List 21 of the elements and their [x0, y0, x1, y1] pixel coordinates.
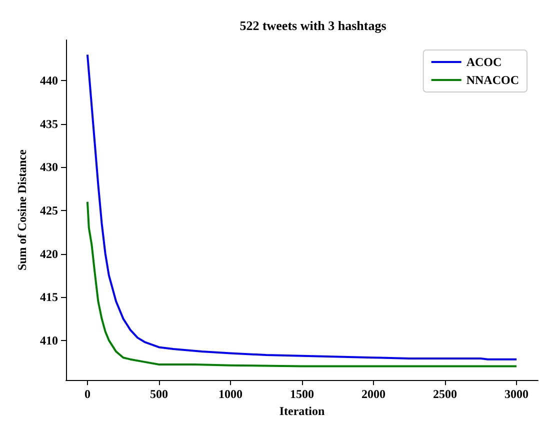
x-tick-label: 2000 — [362, 387, 386, 402]
y-tick-label: 410 — [40, 333, 58, 348]
y-tick-label: 415 — [40, 290, 58, 304]
x-axis-title: Iteration — [279, 404, 325, 418]
y-tick-label: 440 — [40, 74, 58, 88]
legend-label: ACOC — [466, 55, 502, 69]
x-tick-label: 2500 — [433, 387, 458, 402]
line-series — [86, 200, 518, 368]
x-tick-label: 0 — [84, 387, 90, 402]
x-tick-label: 3000 — [504, 387, 529, 402]
legend-label: NNACOC — [466, 73, 520, 87]
y-tick-label: 420 — [40, 246, 58, 261]
line-series — [86, 54, 518, 360]
x-tick-label: 1500 — [290, 387, 314, 402]
y-tick-label: 430 — [40, 160, 58, 174]
chart-title: 522 tweets with 3 hashtags — [240, 18, 386, 33]
y-axis-title: Sum of Cosine Distance — [15, 148, 29, 271]
x-tick-label: 1000 — [218, 387, 242, 402]
y-tick-label: 425 — [40, 203, 58, 218]
x-tick-label: 500 — [150, 387, 168, 402]
y-tick-label: 435 — [40, 116, 58, 131]
